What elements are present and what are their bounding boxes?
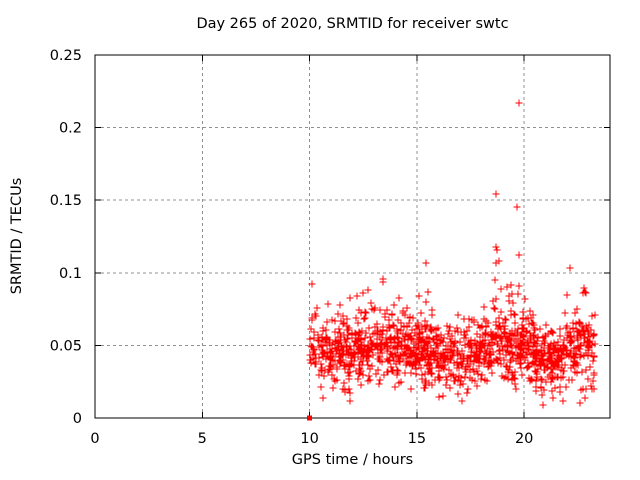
x-tick-label: 20 <box>515 431 533 447</box>
y-tick-label: 0.2 <box>59 121 82 137</box>
zero-point-marker <box>307 415 313 421</box>
y-tick-label: 0.25 <box>50 48 82 64</box>
grid-lines <box>95 55 610 418</box>
y-tick-label: 0.15 <box>50 193 82 209</box>
plot-frame <box>94 54 611 419</box>
chart-title: Day 265 of 2020, SRMTID for receiver swt… <box>196 16 509 32</box>
y-tick-label: 0.05 <box>50 338 82 354</box>
x-tick-label: 15 <box>408 431 426 447</box>
y-axis-label: SRMTID / TECUs <box>9 177 25 295</box>
x-axis-label: GPS time / hours <box>291 452 414 468</box>
x-tick-label: 5 <box>198 431 207 447</box>
y-tick-label: 0.1 <box>59 266 82 282</box>
x-tick-label: 10 <box>300 431 318 447</box>
y-tick-label: 0 <box>73 411 82 427</box>
scatter-points <box>306 99 599 409</box>
x-tick-label: 0 <box>90 431 99 447</box>
axis-ticks <box>94 54 610 419</box>
